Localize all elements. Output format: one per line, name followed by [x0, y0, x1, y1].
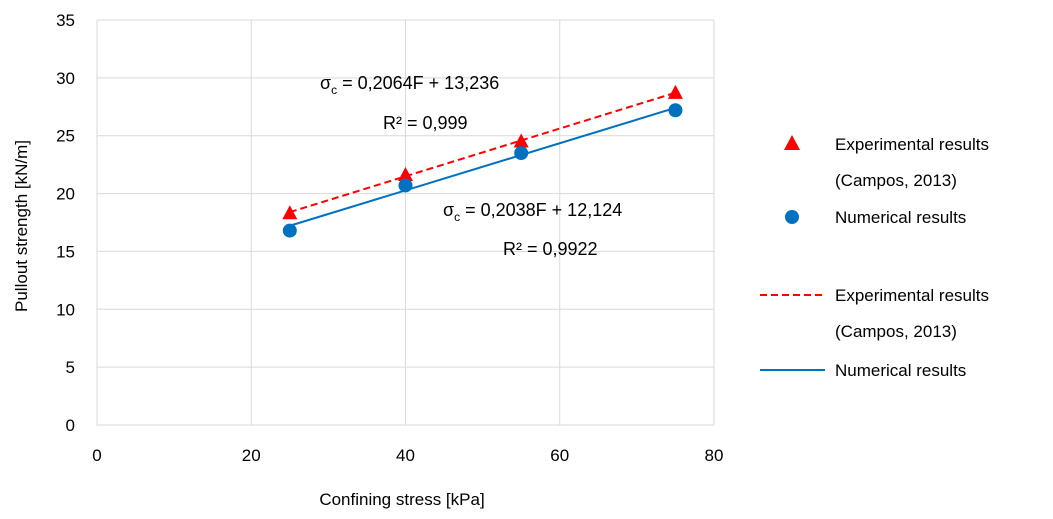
- x-tick-label: 0: [92, 446, 101, 465]
- r2-experimental: R² = 0,999: [383, 113, 468, 133]
- legend-label-experimental-trend-line1: Experimental results: [835, 286, 989, 305]
- point-experimental: [513, 133, 529, 148]
- trendlines: [289, 91, 676, 227]
- legend-label-experimental-line2: (Campos, 2013): [835, 171, 957, 190]
- legend-marker-numerical: [785, 210, 799, 224]
- equation-experimental-rest: = 0,2064F + 13,236: [337, 73, 499, 93]
- trendline-numerical: [289, 106, 676, 227]
- point-experimental: [667, 84, 683, 99]
- equation-numerical-sigma: σ: [443, 200, 454, 220]
- equation-numerical-rest: = 0,2038F + 12,124: [460, 200, 622, 220]
- x-tick-label: 60: [550, 446, 569, 465]
- gridlines: [96, 19, 715, 426]
- y-tick-label: 35: [56, 11, 75, 30]
- x-tick-label: 40: [396, 446, 415, 465]
- equation-experimental-subscript: c: [331, 83, 337, 97]
- y-tick-label: 15: [56, 242, 75, 261]
- point-numerical: [668, 103, 683, 118]
- y-axis-label: Pullout strength [kN/m]: [12, 140, 31, 312]
- equation-experimental-sigma: σ: [320, 73, 331, 93]
- trendline-experimental: [289, 91, 676, 214]
- y-tick-label: 10: [56, 300, 75, 319]
- x-tick-label: 80: [705, 446, 724, 465]
- legend-label-numerical: Numerical results: [835, 208, 966, 227]
- equation-experimental: σc = 0,2064F + 13,236: [320, 73, 499, 97]
- y-tick-label: 20: [56, 185, 75, 204]
- point-experimental: [398, 167, 413, 182]
- y-tick-labels: 0 5 10 15 20 25 30 35: [56, 11, 75, 435]
- legend-label-experimental-line1: Experimental results: [835, 135, 989, 154]
- x-axis-label: Confining stress [kPa]: [319, 490, 484, 509]
- x-tick-labels: 0 20 40 60 80: [92, 446, 723, 465]
- point-numerical: [514, 146, 529, 161]
- y-tick-label: 5: [66, 358, 75, 377]
- legend-marker-experimental: [784, 135, 800, 150]
- y-tick-label: 25: [56, 127, 75, 146]
- equation-numerical-subscript: c: [454, 210, 460, 224]
- equation-numerical: σc = 0,2038F + 12,124: [443, 200, 622, 224]
- point-experimental: [282, 205, 298, 220]
- data-points: [282, 84, 683, 238]
- y-tick-label: 0: [66, 416, 75, 435]
- point-numerical: [282, 223, 297, 238]
- legend-label-experimental-trend-line2: (Campos, 2013): [835, 322, 957, 341]
- x-tick-label: 20: [242, 446, 261, 465]
- r2-numerical: R² = 0,9922: [503, 239, 598, 259]
- legend-label-numerical-trend: Numerical results: [835, 361, 966, 380]
- point-numerical: [398, 178, 413, 193]
- legend: Experimental results (Campos, 2013) Nume…: [760, 135, 989, 380]
- y-tick-label: 30: [56, 69, 75, 88]
